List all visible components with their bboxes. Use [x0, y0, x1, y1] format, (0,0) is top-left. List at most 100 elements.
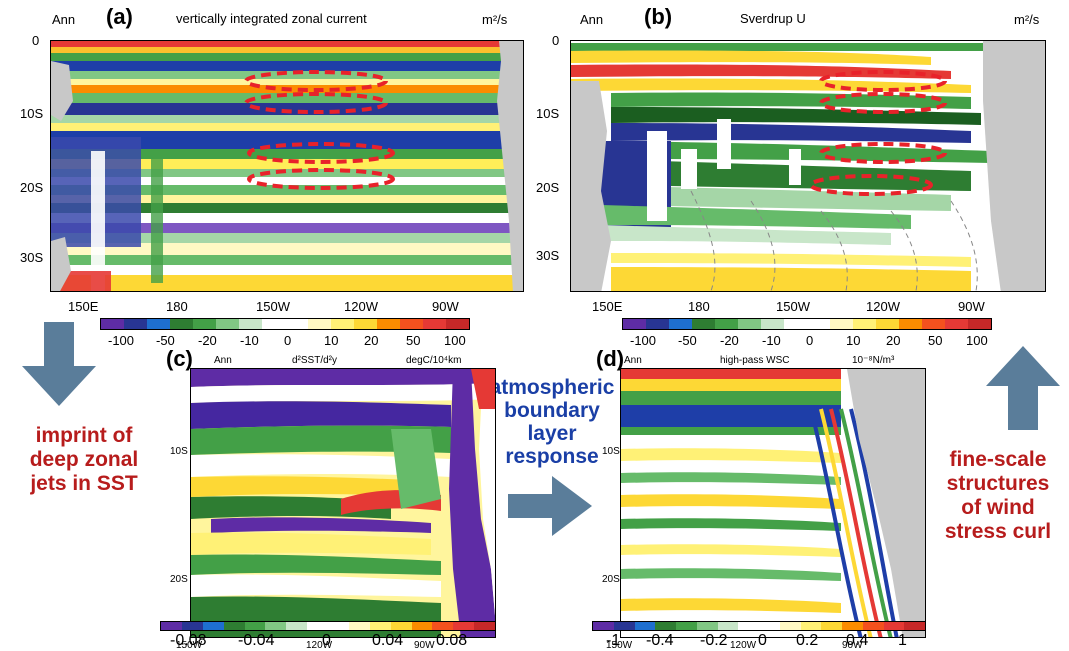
- panel-d-field-map: [621, 369, 925, 637]
- panel-a-xtick: 90W: [432, 299, 459, 314]
- panel-b-season: Ann: [580, 12, 604, 27]
- colorbar-b-tick: 100: [966, 333, 988, 348]
- colorbar-a: [100, 318, 470, 330]
- panel-a-ytick: 10S: [20, 106, 44, 121]
- annotation-line: imprint of: [35, 424, 133, 447]
- colorbar-d-tick: -1: [606, 632, 621, 649]
- panel-a-season: Ann: [52, 12, 76, 27]
- panel-a-xtick: 120W: [344, 299, 378, 314]
- colorbar-c-tick: -0.04: [238, 632, 275, 649]
- colorbar-a-tick: 50: [406, 333, 421, 348]
- panel-a-xtick: 150E: [68, 299, 99, 314]
- panel-b-xtick: 90W: [958, 299, 985, 314]
- panel-a-dashed-boxes: [244, 70, 395, 190]
- panel-a-ytick: 30S: [20, 250, 44, 265]
- colorbar-a-tick: -20: [198, 333, 217, 348]
- panel-c-label: (c): [166, 346, 193, 371]
- annotation-line: response: [505, 445, 599, 468]
- colorbar-a-tick: 0: [284, 333, 292, 348]
- panel-a-ytick: 0: [32, 33, 40, 48]
- panel-a-ytick: 20S: [20, 180, 44, 195]
- colorbar-c-tick: -0.08: [170, 632, 207, 649]
- colorbar-b-tick: 10: [846, 333, 861, 348]
- annotation-line: structures: [946, 472, 1050, 495]
- panel-d-season: Ann: [624, 355, 642, 366]
- annotation-wind-stress: fine-scale structures of wind stress cur…: [928, 448, 1068, 544]
- colorbar-a-tick: -100: [108, 333, 135, 348]
- panel-d-xtick: 120W: [730, 640, 757, 651]
- colorbar-b-tick: -10: [762, 333, 781, 348]
- panel-c-ytick: 10S: [170, 446, 188, 457]
- colorbar-b: [622, 318, 992, 330]
- arrow-down-icon: [22, 322, 96, 406]
- panel-d-xtick: 90W: [842, 640, 863, 651]
- panel-c-field: d²SST/d²y: [292, 355, 338, 366]
- panel-b-dashed-boxes: [809, 70, 947, 196]
- panel-d-units: 10⁻⁸N/m³: [852, 355, 895, 366]
- panel-b-ytick: 10S: [536, 106, 560, 121]
- panel-d-ytick: 20S: [602, 574, 620, 585]
- panel-d-field: high-pass WSC: [720, 355, 790, 366]
- colorbar-d-tick: 0.2: [796, 632, 819, 649]
- panel-b-ytick: 0: [552, 33, 560, 48]
- colorbar-d-tick: -0.4: [646, 632, 674, 649]
- panel-a-xtick: 150W: [256, 299, 290, 314]
- panel-c-xtick: 120W: [306, 640, 333, 651]
- arrow-up-icon: [986, 346, 1060, 430]
- panel-a-field: [51, 41, 523, 291]
- colorbar-d-tick: 0.4: [846, 632, 869, 649]
- annotation-sst-imprint: imprint of deep zonal jets in SST: [4, 424, 164, 496]
- colorbar-b-tick: 0: [806, 333, 814, 348]
- panel-c-xtick: 90W: [414, 640, 435, 651]
- annotation-line: stress curl: [944, 520, 1052, 543]
- annotation-line: deep zonal: [29, 448, 139, 471]
- panel-c-map: [190, 368, 496, 638]
- panel-a-label: (a): [106, 4, 133, 29]
- annotation-line: of wind: [961, 496, 1035, 519]
- annotation-line: boundary: [504, 399, 600, 422]
- panel-d-xtick: 150W: [606, 640, 633, 651]
- annotation-line: atmospheric: [489, 376, 615, 399]
- panel-a-xtick: 180: [166, 299, 188, 314]
- colorbar-a-tick: -50: [156, 333, 175, 348]
- colorbar-c-tick: 0: [322, 632, 331, 649]
- colorbar-b-tick: -100: [630, 333, 657, 348]
- panel-d-label: (d): [596, 346, 625, 371]
- panel-b-xtick: 150W: [776, 299, 810, 314]
- panel-b-units: m²/s: [1014, 12, 1040, 27]
- colorbar-d: [592, 621, 926, 631]
- colorbar-a-tick: 10: [324, 333, 339, 348]
- colorbar-a-tick: 20: [364, 333, 379, 348]
- panel-b-field: [571, 41, 1045, 291]
- colorbar-b-tick: 20: [886, 333, 901, 348]
- colorbar-d-ticks: -1 -0.4 -0.2 0 0.2 0.4 1: [592, 632, 932, 651]
- panel-c-units: degC/10⁴km: [406, 355, 462, 366]
- panel-b-xtick: 150E: [592, 299, 623, 314]
- panel-b-xtick: 180: [688, 299, 710, 314]
- colorbar-c: [160, 621, 496, 631]
- panel-b-label: (b): [644, 4, 673, 29]
- colorbar-c-tick: 0.04: [372, 632, 404, 649]
- arrow-right-icon: [508, 476, 592, 536]
- panel-c-xtick: 150W: [176, 640, 203, 651]
- panel-c-ytick: 20S: [170, 574, 188, 585]
- colorbar-a-ticks: -100 -50 -20 -10 0 10 20 50 100: [100, 333, 480, 349]
- panel-b-title: Sverdrup U: [740, 11, 806, 26]
- panel-a-units: m²/s: [482, 12, 508, 27]
- colorbar-a-tick: 100: [444, 333, 466, 348]
- colorbar-a-tick: -10: [240, 333, 259, 348]
- panel-a-map: [50, 40, 524, 292]
- panel-b-ytick: 20S: [536, 180, 560, 195]
- panel-b-map: [570, 40, 1046, 292]
- colorbar-d-tick: 1: [898, 632, 907, 649]
- colorbar-b-tick: -50: [678, 333, 697, 348]
- panel-d-map: [620, 368, 926, 638]
- annotation-boundary-layer: atmospheric boundary layer response: [484, 376, 620, 468]
- colorbar-c-ticks: -0.08 -0.04 0 0.04 0.08: [160, 632, 500, 651]
- panel-a-title: vertically integrated zonal current: [176, 11, 367, 26]
- panel-c-field-map: [191, 369, 495, 637]
- colorbar-b-tick: -20: [720, 333, 739, 348]
- colorbar-d-tick: 0: [758, 632, 767, 649]
- annotation-line: jets in SST: [30, 472, 138, 495]
- colorbar-c-tick: 0.08: [436, 632, 468, 649]
